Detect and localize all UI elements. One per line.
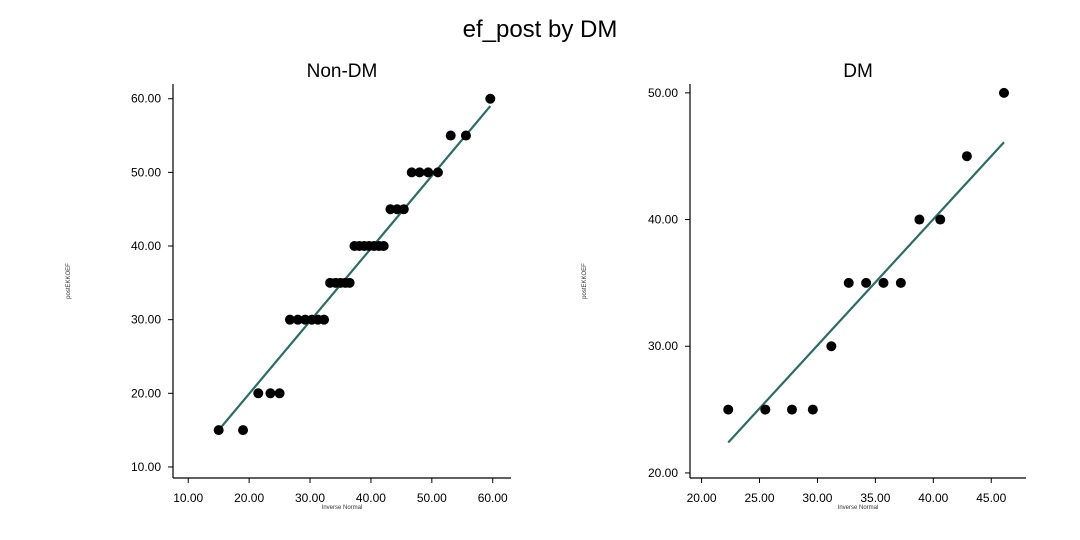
data-point — [432, 167, 443, 178]
data-point — [274, 388, 285, 399]
data-point — [238, 425, 249, 436]
data-point — [786, 404, 797, 415]
data-point — [344, 277, 355, 288]
data-point — [265, 388, 276, 399]
x-tick-label: 35.00 — [860, 491, 890, 505]
data-point — [485, 93, 496, 104]
x-axis-title: Inverse Normal — [322, 505, 363, 511]
data-point — [213, 425, 224, 436]
data-point — [292, 314, 303, 325]
y-tick-label: 30.00 — [131, 313, 161, 327]
data-point — [398, 204, 409, 215]
data-point — [961, 151, 972, 162]
data-point — [414, 167, 425, 178]
data-point — [253, 388, 264, 399]
y-tick-label: 30.00 — [648, 339, 678, 353]
data-point — [861, 277, 872, 288]
x-tick-label: 40.00 — [918, 491, 948, 505]
data-point — [445, 130, 456, 141]
data-point — [843, 277, 854, 288]
data-point — [807, 404, 818, 415]
y-tick-label: 50.00 — [648, 86, 678, 100]
fit-line — [217, 105, 492, 431]
data-point — [423, 167, 434, 178]
y-tick-label: 40.00 — [648, 213, 678, 227]
data-point — [460, 130, 471, 141]
data-point — [319, 314, 330, 325]
x-tick-label: 10.00 — [173, 491, 203, 505]
x-tick-label: 60.00 — [478, 491, 508, 505]
y-tick-label: 50.00 — [131, 165, 161, 179]
data-point — [826, 341, 837, 352]
y-tick-label: 20.00 — [131, 386, 161, 400]
data-point — [998, 87, 1009, 98]
y-axis-title: postEKKOEF — [582, 263, 588, 299]
y-axis-title: postEKKOEF — [66, 263, 72, 299]
figure-title: ef_post by DM — [463, 16, 618, 43]
x-tick-label: 40.00 — [356, 491, 386, 505]
data-point — [378, 241, 389, 252]
data-point — [878, 277, 889, 288]
y-tick-label: 20.00 — [648, 466, 678, 480]
data-point — [723, 404, 734, 415]
data-point — [895, 277, 906, 288]
panel-dm: DM 20.00 30.00 40.00 50.00 20.00 25.00 30.00 35.… — [582, 61, 1026, 511]
data-point — [284, 314, 295, 325]
panel-title-dm: DM — [843, 61, 873, 82]
x-tick-label: 25.00 — [745, 491, 775, 505]
y-tick-label: 60.00 — [131, 92, 161, 106]
x-tick-label: 30.00 — [802, 491, 832, 505]
x-tick-label: 30.00 — [295, 491, 325, 505]
data-point — [914, 214, 925, 225]
x-tick-label: 45.00 — [976, 491, 1006, 505]
data-point — [935, 214, 946, 225]
data-point — [406, 167, 417, 178]
fit-line — [727, 141, 1005, 444]
y-tick-label: 40.00 — [131, 239, 161, 253]
panel-non-dm: Non-DM 10.00 20.00 30.00 40.00 50.00 60.00 10.0… — [66, 61, 511, 511]
x-tick-label: 20.00 — [687, 491, 717, 505]
x-tick-label: 50.00 — [417, 491, 447, 505]
x-axis-title: Inverse Normal — [838, 505, 879, 511]
data-point — [760, 404, 771, 415]
panel-title-non-dm: Non-DM — [307, 61, 378, 82]
y-tick-label: 10.00 — [131, 460, 161, 474]
x-tick-label: 20.00 — [234, 491, 264, 505]
